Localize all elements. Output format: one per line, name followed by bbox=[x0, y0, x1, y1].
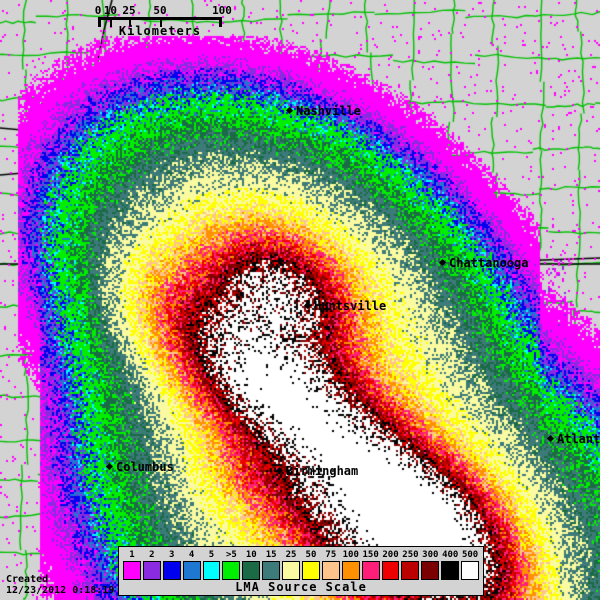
legend-tick-labels: 1 2 3 4 5 >5 10 15 25 50 75 100 150 200 250 300 400 500 bbox=[122, 549, 480, 561]
legend-label-10: 10 bbox=[245, 550, 257, 560]
lma-source-scale-legend: 1 2 3 4 5 >5 10 15 25 50 75 100 150 200 250 300 400 500 L… bbox=[118, 546, 484, 596]
scale-bar-line bbox=[98, 17, 222, 29]
legend-label-4: 4 bbox=[188, 550, 195, 560]
legend-label-200: 200 bbox=[382, 550, 399, 560]
legend-label-5: 5 bbox=[208, 550, 215, 560]
scale-bar-tick-labels: 0 10 25 50 100 bbox=[94, 4, 232, 17]
legend-color-swatches bbox=[122, 561, 480, 580]
scale-tick-mark bbox=[110, 20, 113, 27]
legend-swatch-1 bbox=[123, 561, 141, 580]
legend-swatch-gt5 bbox=[222, 561, 241, 580]
scale-tick-10: 10 bbox=[103, 4, 118, 17]
legend-label-150: 150 bbox=[362, 550, 379, 560]
legend-label-25: 25 bbox=[285, 550, 297, 560]
legend-label-3: 3 bbox=[169, 550, 175, 560]
scale-bar-end-cap bbox=[98, 17, 101, 27]
legend-label-2: 2 bbox=[149, 550, 155, 560]
city-label: Huntsville bbox=[314, 299, 387, 313]
scale-tick-0: 0 bbox=[94, 4, 102, 17]
legend-label-gt5: >5 bbox=[225, 550, 237, 560]
legend-label-100: 100 bbox=[342, 550, 359, 560]
legend-swatch-50 bbox=[302, 561, 320, 580]
legend-label-300: 300 bbox=[422, 550, 439, 560]
legend-swatch-200 bbox=[381, 561, 400, 580]
legend-label-1: 1 bbox=[129, 550, 135, 560]
legend-swatch-500 bbox=[461, 561, 480, 580]
scale-bar-end-cap bbox=[219, 17, 222, 27]
legend-swatch-25 bbox=[282, 561, 301, 580]
scale-tick-100: 100 bbox=[212, 4, 232, 17]
legend-label-250: 250 bbox=[402, 550, 419, 560]
city-label: Birmingham bbox=[286, 464, 359, 478]
legend-swatch-2 bbox=[142, 561, 161, 580]
created-datetime: 12/23/2012 0:18:19 bbox=[6, 585, 115, 596]
legend-swatch-250 bbox=[401, 561, 420, 580]
legend-swatch-300 bbox=[421, 561, 440, 580]
legend-swatch-100 bbox=[341, 561, 360, 580]
scale-bar: 0 10 25 50 100 bbox=[94, 4, 232, 29]
legend-swatch-10 bbox=[242, 561, 261, 580]
city-label: Atlanta bbox=[557, 432, 600, 446]
legend-label-50: 50 bbox=[305, 550, 317, 560]
scale-tick-50: 50 bbox=[153, 4, 167, 17]
scale-tick-mark bbox=[160, 20, 162, 27]
legend-swatch-5 bbox=[202, 561, 221, 580]
legend-swatch-4 bbox=[182, 561, 201, 580]
legend-label-75: 75 bbox=[325, 550, 337, 560]
legend-swatch-400 bbox=[441, 561, 460, 580]
legend-label-15: 15 bbox=[265, 550, 277, 560]
legend-swatch-15 bbox=[262, 561, 281, 580]
scale-tick-25: 25 bbox=[122, 4, 136, 17]
city-label: Nashville bbox=[296, 104, 362, 118]
scale-tick-mark bbox=[129, 20, 131, 27]
legend-swatch-75 bbox=[321, 561, 340, 580]
created-timestamp: Created 12/23/2012 0:18:19 bbox=[6, 574, 114, 596]
created-label: Created bbox=[6, 574, 49, 585]
scale-bar-unit-label: Kilometers bbox=[118, 24, 202, 38]
legend-label-500: 500 bbox=[461, 550, 479, 560]
legend-label-400: 400 bbox=[442, 550, 459, 560]
legend-swatch-150 bbox=[361, 561, 380, 580]
city-label: Columbus bbox=[116, 460, 174, 474]
legend-title: LMA Source Scale bbox=[235, 580, 367, 594]
legend-swatch-3 bbox=[162, 561, 181, 580]
city-label: Chattanooga bbox=[449, 256, 529, 270]
